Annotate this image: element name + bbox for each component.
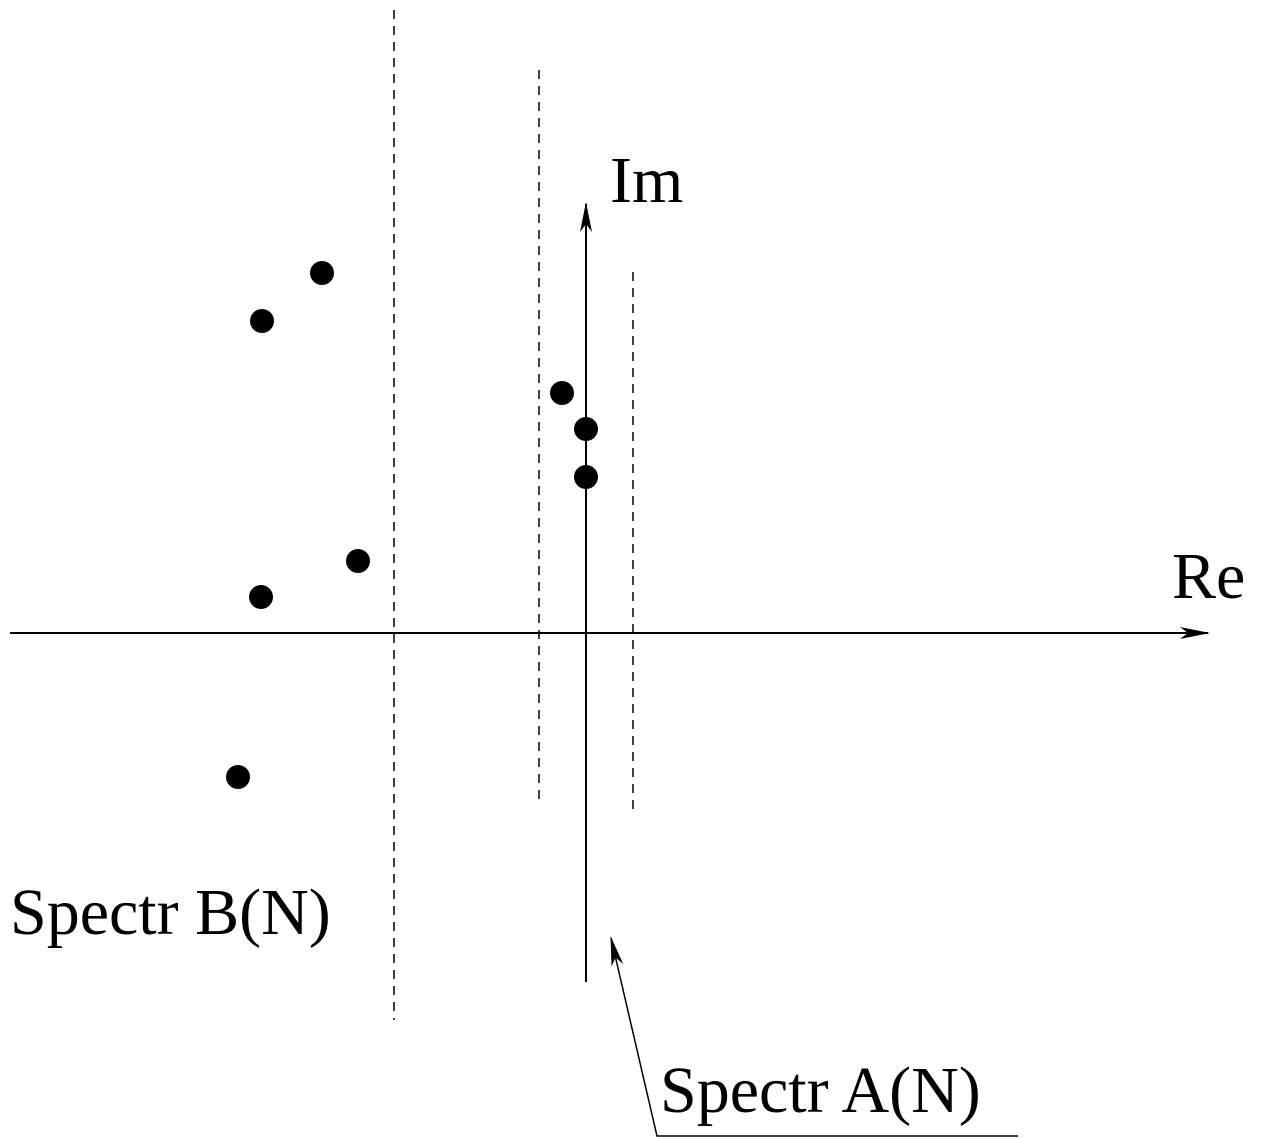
spectrum-b-point [249,585,273,609]
spectrum-b-point [226,765,250,789]
spectrum-a-point [574,417,598,441]
spectrum-b-point [250,309,274,333]
spectrum-a-point [574,465,598,489]
spectr-a-label: Spectr A(N) [660,1054,981,1127]
im-axis-label: Im [610,144,683,217]
spectrum-a-point [550,381,574,405]
re-axis-label: Re [1172,540,1245,613]
spectrum-b-point [346,549,370,573]
spectrum-b-point [310,261,334,285]
spectr-b-label: Spectr B(N) [10,876,331,949]
spectr-a-leader-line [610,936,1018,1137]
